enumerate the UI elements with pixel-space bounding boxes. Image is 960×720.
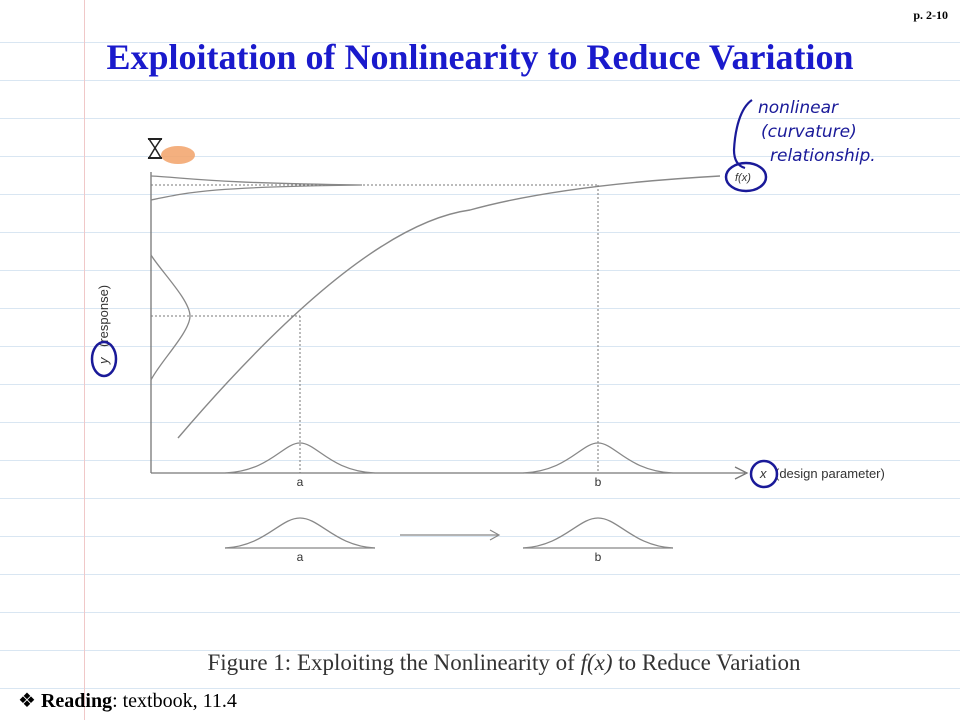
annotation-line-3: relationship.	[770, 146, 876, 166]
y-axis-label-text: (response)	[96, 285, 111, 347]
reading-text: : textbook, 11.4	[112, 690, 237, 712]
caption-suffix: to Reduce Variation	[612, 650, 801, 675]
transition-arrowhead	[489, 529, 501, 541]
annotation-line-1: nonlinear	[758, 98, 839, 118]
y-label-ink-circle	[90, 340, 118, 378]
slide-title: Exploitation of Nonlinearity to Reduce V…	[106, 37, 854, 77]
fx-curve	[177, 175, 721, 439]
bottom-distribution-a	[224, 517, 376, 549]
x-distribution-b	[522, 442, 674, 474]
reading-label: Reading	[40, 690, 113, 712]
caption-prefix: Figure 1: Exploiting the Nonlinearity of	[207, 650, 581, 675]
figure-caption: Figure 1: Exploiting the Nonlinearity of…	[0, 650, 960, 676]
tick-label-a: a	[297, 475, 304, 489]
reading-bullet-icon: ❖	[18, 690, 36, 712]
reading-reference: ❖ Reading: textbook, 11.4	[18, 688, 237, 713]
bottom-label-a: a	[297, 550, 304, 564]
y-axis-label-var: y	[96, 356, 111, 365]
tick-label-b: b	[595, 475, 602, 489]
x-distribution-a	[224, 442, 376, 474]
bottom-label-b: b	[595, 550, 602, 564]
fx-ink-circle	[724, 161, 768, 193]
hourglass-cursor-icon	[147, 138, 195, 164]
page-number: p. 2-10	[913, 8, 948, 22]
x-axis-label-var: x	[759, 466, 767, 481]
y-distribution-narrow	[150, 175, 363, 201]
curve-label: f(x)	[735, 172, 751, 184]
x-axis-arrowhead	[734, 466, 749, 480]
annotation-bracket	[732, 99, 753, 170]
annotation-line-2: (curvature)	[761, 122, 857, 142]
bottom-distribution-b	[522, 517, 674, 549]
y-distribution-wide	[150, 254, 191, 381]
caption-math: f(x)	[580, 650, 613, 675]
x-label-ink-circle	[749, 459, 779, 489]
margin-line	[84, 0, 85, 720]
x-axis-label-text: (design parameter)	[775, 466, 885, 481]
nonlinearity-figure: a b a b (response) y x (design parameter…	[90, 98, 885, 564]
